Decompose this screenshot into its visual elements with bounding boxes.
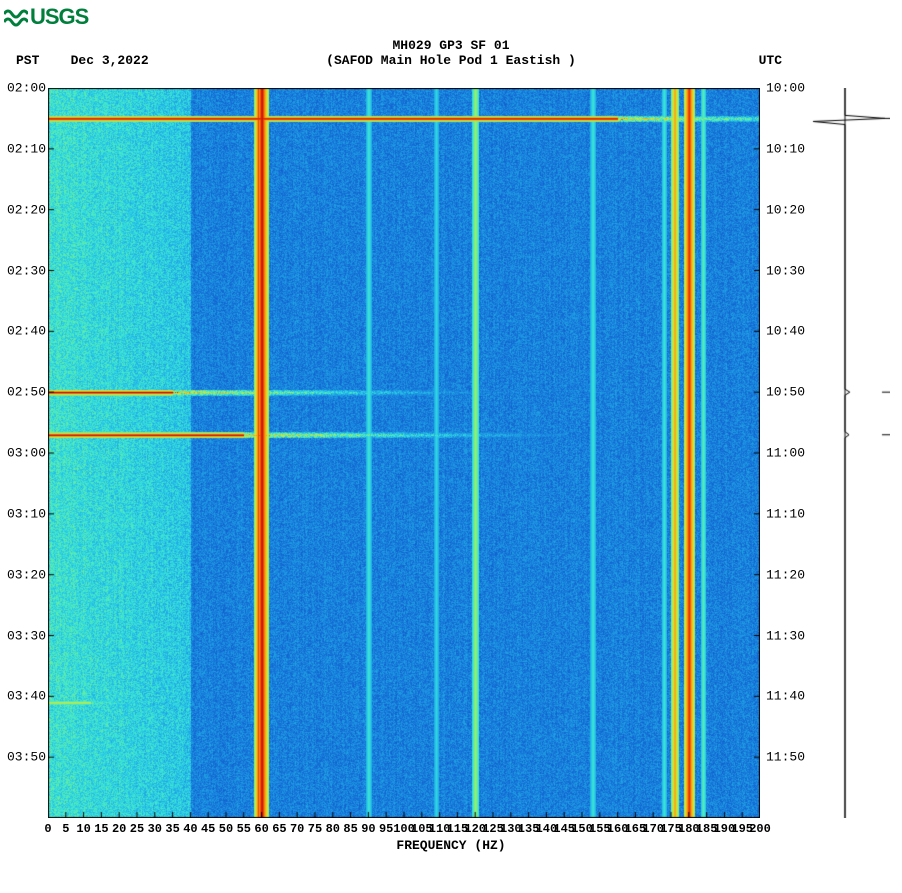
x-tick: 60 [254, 822, 268, 836]
x-tick: 65 [272, 822, 286, 836]
y-left-tick: 03:10 [0, 506, 46, 521]
x-tick: 95 [379, 822, 393, 836]
x-tick: 75 [308, 822, 322, 836]
x-tick: 55 [237, 822, 251, 836]
x-tick: 50 [219, 822, 233, 836]
x-tick: 20 [112, 822, 126, 836]
x-tick: 15 [94, 822, 108, 836]
x-tick: 200 [749, 822, 771, 836]
x-tick: 0 [44, 822, 51, 836]
logo-text: USGS [30, 4, 88, 30]
y-left-tick: 03:40 [0, 689, 46, 704]
tz-right-label: UTC [759, 53, 782, 68]
x-tick: 30 [148, 822, 162, 836]
x-tick: 35 [165, 822, 179, 836]
tz-left-label: PST [16, 53, 39, 68]
x-tick: 70 [290, 822, 304, 836]
page-root: USGS MH029 GP3 SF 01 (SAFOD Main Hole Po… [0, 0, 902, 893]
x-tick: 10 [76, 822, 90, 836]
x-tick: 45 [201, 822, 215, 836]
meta-right: UTC [759, 53, 782, 68]
y-left-tick: 03:50 [0, 750, 46, 765]
x-tick: 40 [183, 822, 197, 836]
side-seismogram [800, 88, 890, 818]
x-tick: 25 [130, 822, 144, 836]
x-tick: 90 [361, 822, 375, 836]
usgs-logo: USGS [4, 4, 88, 30]
y-left-tick: 02:40 [0, 324, 46, 339]
y-left-tick: 02:20 [0, 202, 46, 217]
y-left-tick: 02:00 [0, 81, 46, 96]
y-left-tick: 03:00 [0, 446, 46, 461]
x-tick: 85 [343, 822, 357, 836]
title-line1: MH029 GP3 SF 01 [0, 38, 902, 53]
wave-icon [4, 6, 28, 28]
x-tick: 5 [62, 822, 69, 836]
x-tick: 80 [326, 822, 340, 836]
y-left-tick: 02:10 [0, 141, 46, 156]
meta-left: PST Dec 3,2022 [16, 53, 149, 68]
y-left-tick: 02:50 [0, 385, 46, 400]
x-axis-title: FREQUENCY (HZ) [0, 838, 902, 853]
spectrogram-canvas [48, 88, 760, 818]
y-left-tick: 03:20 [0, 567, 46, 582]
date-label: Dec 3,2022 [71, 53, 149, 68]
y-left-tick: 02:30 [0, 263, 46, 278]
y-left-tick: 03:30 [0, 628, 46, 643]
